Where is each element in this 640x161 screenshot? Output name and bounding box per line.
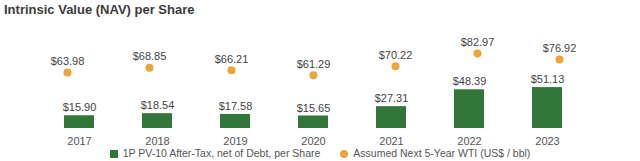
svg-text:2020: 2020	[301, 135, 325, 146]
svg-text:$15.65: $15.65	[297, 102, 331, 114]
svg-text:2022: 2022	[457, 135, 481, 146]
svg-text:2019: 2019	[223, 135, 247, 146]
svg-text:$70.22: $70.22	[379, 49, 413, 61]
svg-text:$82.97: $82.97	[461, 36, 495, 48]
html-text:Assumed Next 5-Year WTI (US$ /: Assumed Next 5-Year WTI (US$ / bbl)	[353, 147, 531, 159]
svg-text:$15.90: $15.90	[63, 101, 97, 113]
html-text:1P PV-10 After-Tax, net of Deb: 1P PV-10 After-Tax, net of Debt, per Sha…	[122, 147, 321, 159]
svg-text:$18.54: $18.54	[141, 99, 175, 111]
svg-text:$76.92: $76.92	[543, 42, 577, 54]
svg-text:$61.29: $61.29	[297, 58, 331, 70]
svg-text:2018: 2018	[145, 135, 169, 146]
svg-text:2023: 2023	[535, 135, 559, 146]
svg-text:$66.21: $66.21	[215, 53, 249, 65]
svg-text:2021: 2021	[379, 135, 403, 146]
svg-text:$17.58: $17.58	[219, 100, 253, 112]
svg-text:$27.31: $27.31	[375, 92, 409, 104]
svg-text:2017: 2017	[67, 135, 91, 146]
svg-text:$63.98: $63.98	[51, 55, 85, 67]
svg-text:$68.85: $68.85	[133, 50, 167, 62]
svg-text:$51.13: $51.13	[531, 73, 565, 85]
html-text:Intrinsic Value (NAV) per Shar: Intrinsic Value (NAV) per Share	[4, 2, 195, 17]
svg-text:$48.39: $48.39	[453, 75, 487, 87]
